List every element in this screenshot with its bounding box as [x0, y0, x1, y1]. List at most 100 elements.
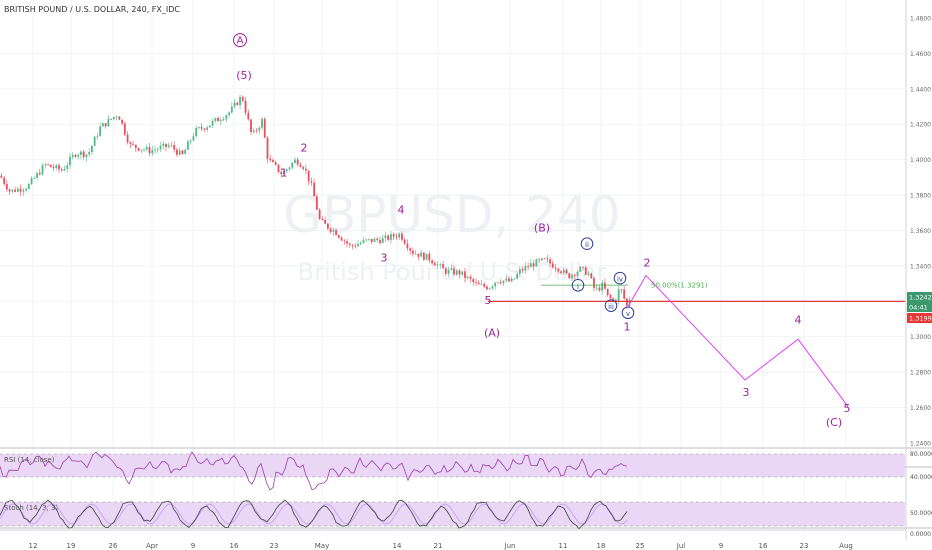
candle-body	[269, 158, 272, 161]
candle-body	[107, 118, 110, 127]
candle-body	[277, 164, 280, 172]
candle-body	[263, 118, 266, 138]
candle-body	[241, 96, 244, 101]
time-axis[interactable]: 12 19 26 Apr 9 16 23 May 14 21 Jun 11 18 25 Jul 9 16 23 Au…	[0, 529, 906, 550]
price-tags: 1.3242 04:41 1.3199	[907, 292, 932, 323]
candle-body	[469, 276, 472, 280]
x-tick-label: 14	[393, 542, 402, 550]
candle-body	[516, 273, 519, 279]
candle-body	[36, 172, 38, 178]
y-tick-label: 1.3800	[910, 193, 931, 200]
candle-body	[447, 269, 450, 274]
candle-body	[584, 267, 587, 275]
wave-label: 4	[398, 204, 405, 217]
candle-body	[294, 159, 296, 163]
candle-body	[47, 164, 49, 166]
candle-body	[549, 259, 551, 264]
candle-body	[82, 151, 85, 158]
candle-body	[66, 165, 69, 169]
candle-body	[219, 120, 222, 122]
candle-body	[214, 118, 217, 121]
candle-body	[409, 248, 412, 251]
candle-body	[140, 149, 143, 151]
candle-body	[475, 282, 477, 283]
candle-body	[598, 287, 601, 291]
candle-body	[562, 269, 565, 273]
candle-body	[33, 177, 36, 179]
candle-body	[77, 154, 80, 157]
candle-body	[154, 149, 156, 151]
candle-body	[250, 119, 252, 133]
x-tick-label: 9	[719, 542, 723, 550]
candle-body	[433, 263, 436, 266]
candle-body	[453, 268, 455, 275]
candle-body	[554, 267, 557, 269]
candle-body	[151, 150, 154, 154]
candle-body	[93, 136, 96, 146]
candle-body	[370, 238, 373, 242]
candle-body	[99, 126, 102, 136]
countdown-tag-bg	[907, 302, 932, 312]
candle-body	[491, 286, 494, 289]
y-tick-label: 1.3600	[910, 228, 931, 235]
candle-body	[162, 143, 165, 146]
drawing-overlays[interactable]: 50.00%(1.3291)	[488, 274, 905, 407]
candle-body	[52, 167, 55, 169]
candle-body	[126, 134, 129, 143]
candle-body	[587, 273, 590, 275]
candle-body	[285, 169, 288, 171]
wave-projection-path[interactable]	[627, 274, 849, 407]
candle-body	[159, 145, 162, 150]
candle-body	[143, 149, 145, 151]
candle-body	[398, 233, 401, 238]
candle-body	[560, 271, 562, 273]
candle-body	[74, 154, 77, 157]
candle-body	[129, 142, 132, 144]
candle-body	[272, 160, 274, 163]
candle-body	[593, 278, 595, 288]
candle-body	[403, 239, 406, 244]
candle-body	[535, 259, 538, 267]
indicator-name: Stoch (14, 3, 3)	[4, 504, 58, 512]
indicator-name: RSI (14, close)	[4, 456, 55, 464]
candle-body	[310, 181, 313, 183]
candle-body	[137, 147, 140, 151]
last-price-tag-bg	[907, 292, 932, 302]
candle-body	[486, 286, 488, 290]
rsi-band	[0, 454, 905, 477]
candle-body	[255, 130, 258, 132]
y-tick-label: 1.3400	[910, 263, 931, 270]
candle-body	[513, 278, 516, 280]
candle-body	[439, 264, 442, 265]
candle-body	[417, 253, 420, 257]
candle-body	[225, 115, 228, 120]
candle-body	[390, 234, 392, 240]
wave-label: A	[237, 36, 244, 47]
candle-body	[187, 141, 189, 150]
candle-body	[315, 196, 318, 210]
candle-body	[401, 233, 403, 240]
candle-body	[192, 136, 195, 141]
x-tick-label: 23	[270, 542, 279, 550]
candle-body	[529, 263, 532, 268]
candle-body	[357, 243, 359, 247]
candle-body	[612, 298, 615, 300]
x-tick-label: 16	[230, 542, 239, 550]
wave-label: iii	[608, 303, 614, 311]
watermark-name: British Pound / U.S. Dollar	[298, 258, 607, 286]
candle-body	[184, 149, 187, 154]
candle-body	[510, 278, 513, 282]
candle-body	[455, 270, 458, 275]
candle-body	[571, 274, 573, 279]
candle-body	[41, 165, 44, 175]
candle-body	[63, 168, 66, 171]
candle-body	[343, 240, 346, 242]
price-grid	[0, 0, 905, 530]
candle-body	[340, 237, 343, 241]
candle-body	[335, 230, 337, 236]
candle-body	[55, 165, 58, 169]
candle-body	[104, 123, 107, 127]
y-tick-label: 1.4200	[910, 122, 931, 129]
wave-label: 3	[381, 251, 388, 264]
